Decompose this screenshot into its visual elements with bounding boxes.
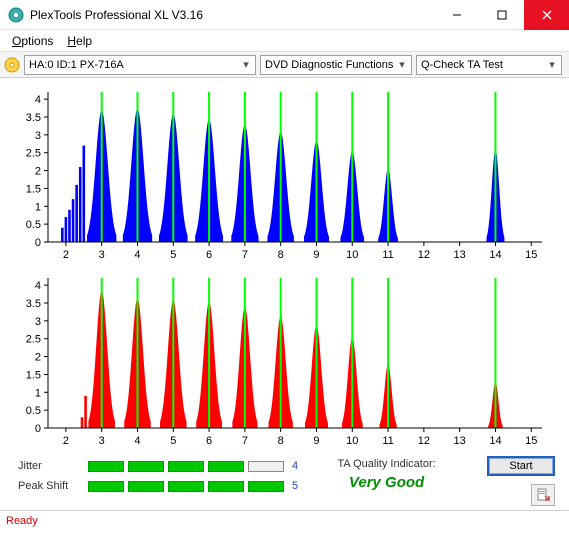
svg-text:3.5: 3.5 xyxy=(26,112,41,124)
svg-text:14: 14 xyxy=(489,435,501,447)
svg-text:2: 2 xyxy=(35,166,41,178)
jitter-label: Jitter xyxy=(18,460,88,472)
svg-text:12: 12 xyxy=(418,435,430,447)
svg-text:9: 9 xyxy=(313,249,319,261)
chevron-down-icon: ▾ xyxy=(395,58,409,72)
svg-text:1: 1 xyxy=(35,387,41,399)
peakshift-bars xyxy=(88,481,284,492)
svg-text:11: 11 xyxy=(382,435,393,447)
peakshift-label: Peak Shift xyxy=(18,480,88,492)
svg-text:0.5: 0.5 xyxy=(26,405,41,417)
peakshift-meter: Peak Shift 5 xyxy=(18,476,298,496)
meter-segment xyxy=(88,461,124,472)
svg-text:10: 10 xyxy=(346,435,358,447)
svg-text:13: 13 xyxy=(454,435,466,447)
function-group-select[interactable]: DVD Diagnostic Functions ▾ xyxy=(260,55,412,75)
disc-icon xyxy=(4,57,20,73)
document-icon xyxy=(536,488,550,502)
svg-text:3: 3 xyxy=(35,316,41,328)
svg-text:2: 2 xyxy=(35,352,41,364)
svg-text:15: 15 xyxy=(525,435,537,447)
svg-text:2.5: 2.5 xyxy=(26,334,41,346)
svg-text:1: 1 xyxy=(35,201,41,213)
meter-segment xyxy=(248,461,284,472)
svg-text:0.5: 0.5 xyxy=(26,219,41,231)
maximize-button[interactable] xyxy=(479,0,524,30)
toolbar: HA:0 ID:1 PX-716A ▾ DVD Diagnostic Funct… xyxy=(0,52,569,78)
meter-segment xyxy=(88,481,124,492)
test-select-value: Q-Check TA Test xyxy=(421,59,503,71)
svg-text:0: 0 xyxy=(35,237,41,249)
function-group-value: DVD Diagnostic Functions xyxy=(265,59,393,71)
titlebar: PlexTools Professional XL V3.16 xyxy=(0,0,569,30)
meter-segment xyxy=(208,461,244,472)
chevron-down-icon: ▾ xyxy=(239,58,253,72)
minimize-button[interactable] xyxy=(434,0,479,30)
chart-top: 0 0.5 1 1.5 2 2.5 3 3.5 4 2 3 4 5 6 7 8 9 10 11 12 13 14 15 xyxy=(8,84,552,262)
close-button[interactable] xyxy=(524,0,569,30)
jitter-meter: Jitter 4 xyxy=(18,456,298,476)
svg-text:2.5: 2.5 xyxy=(26,148,41,160)
svg-text:2: 2 xyxy=(63,249,69,261)
svg-text:3: 3 xyxy=(35,130,41,142)
status-text: Ready xyxy=(6,515,38,527)
svg-text:0: 0 xyxy=(35,423,41,435)
svg-text:13: 13 xyxy=(454,249,466,261)
svg-text:7: 7 xyxy=(242,249,248,261)
svg-text:9: 9 xyxy=(313,435,319,447)
menubar: Options Help xyxy=(0,30,569,52)
svg-text:14: 14 xyxy=(489,249,501,261)
quality-label: TA Quality Indicator: xyxy=(298,458,475,470)
meter-segment xyxy=(168,481,204,492)
chart-bottom: 0 0.5 1 1.5 2 2.5 3 3.5 4 2 3 4 5 6 7 8 9 10 11 12 13 14 15 xyxy=(8,270,552,448)
svg-text:12: 12 xyxy=(418,249,430,261)
svg-text:1.5: 1.5 xyxy=(26,369,41,381)
svg-text:4: 4 xyxy=(35,280,41,292)
menu-help-rest: elp xyxy=(76,34,92,48)
menu-help[interactable]: Help xyxy=(61,32,98,50)
jitter-bars xyxy=(88,461,284,472)
export-button[interactable] xyxy=(531,484,555,506)
svg-text:4: 4 xyxy=(134,249,140,261)
window-title: PlexTools Professional XL V3.16 xyxy=(30,8,434,22)
drive-select-value: HA:0 ID:1 PX-716A xyxy=(29,59,124,71)
svg-text:7: 7 xyxy=(242,435,248,447)
meter-segment xyxy=(128,481,164,492)
svg-text:3: 3 xyxy=(99,435,105,447)
svg-text:8: 8 xyxy=(278,435,284,447)
statusbar: Ready xyxy=(0,510,569,530)
svg-text:3: 3 xyxy=(99,249,105,261)
svg-text:8: 8 xyxy=(278,249,284,261)
svg-text:6: 6 xyxy=(206,249,212,261)
svg-text:4: 4 xyxy=(134,435,140,447)
meter-segment xyxy=(208,481,244,492)
svg-text:4: 4 xyxy=(35,94,41,106)
svg-text:15: 15 xyxy=(525,249,537,261)
start-button[interactable]: Start xyxy=(487,456,555,476)
chevron-down-icon: ▾ xyxy=(545,58,559,72)
svg-text:11: 11 xyxy=(382,249,393,261)
svg-text:3.5: 3.5 xyxy=(26,298,41,310)
test-select[interactable]: Q-Check TA Test ▾ xyxy=(416,55,562,75)
drive-select[interactable]: HA:0 ID:1 PX-716A ▾ xyxy=(24,55,256,75)
svg-text:5: 5 xyxy=(170,249,176,261)
app-icon xyxy=(8,7,24,23)
start-button-label: Start xyxy=(509,460,532,472)
svg-text:1.5: 1.5 xyxy=(26,183,41,195)
svg-text:5: 5 xyxy=(170,435,176,447)
chart-area: 00.511.522.533.5423456789101112131415 00… xyxy=(0,78,569,450)
meter-segment xyxy=(248,481,284,492)
svg-text:10: 10 xyxy=(346,249,358,261)
svg-text:6: 6 xyxy=(206,435,212,447)
menu-options[interactable]: Options xyxy=(6,32,59,50)
menu-options-rest: ptions xyxy=(21,34,53,48)
svg-text:2: 2 xyxy=(63,435,69,447)
bottom-panel: Jitter 4 Peak Shift 5 TA Quality Indicat… xyxy=(0,450,569,510)
meter-segment xyxy=(128,461,164,472)
meter-segment xyxy=(168,461,204,472)
quality-value: Very Good xyxy=(298,474,475,491)
